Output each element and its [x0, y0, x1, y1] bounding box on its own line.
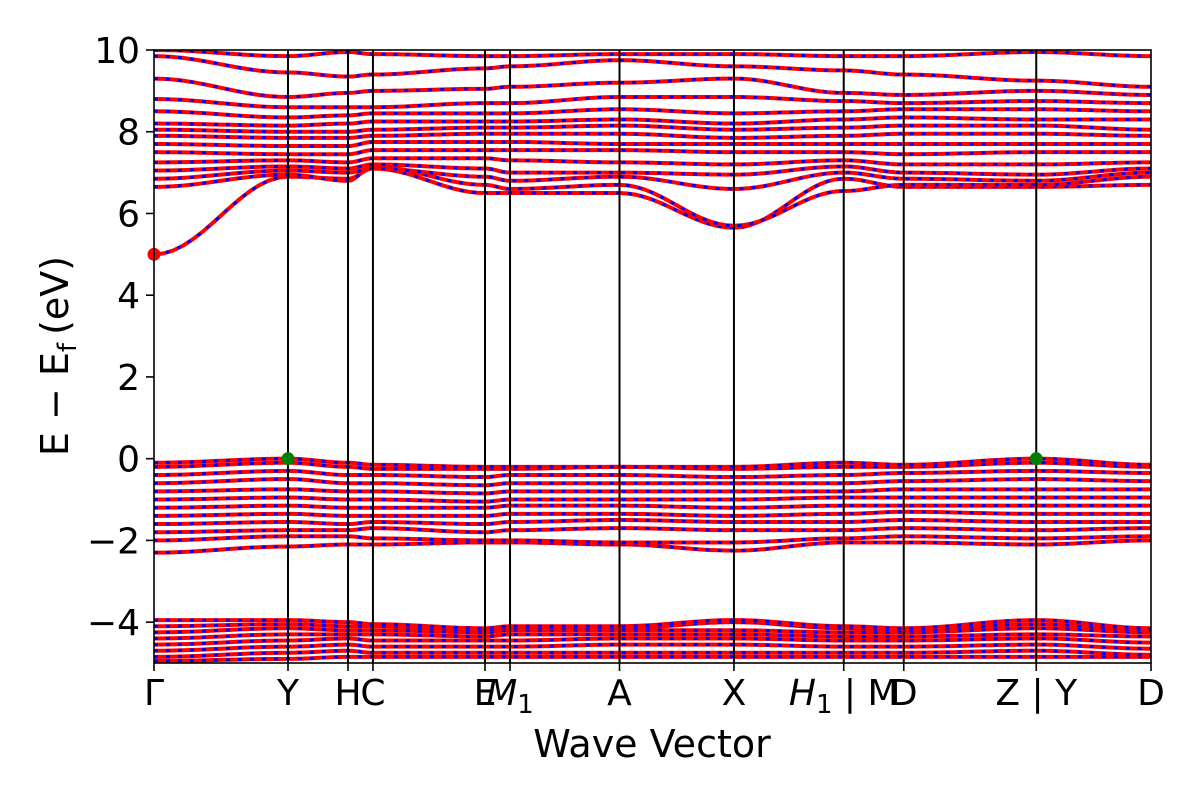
x-tick-label-1: Y [276, 673, 300, 714]
y-axis-label-unit: (eV) [33, 256, 77, 335]
y-axis-label: E − Ef (eV) [33, 256, 83, 456]
band-valence-6-spin-down [154, 504, 1151, 510]
y-tick-label-1: −2 [87, 521, 140, 562]
x-axis-label: Wave Vector [533, 722, 771, 766]
band-valence-low-2-spin-down [154, 649, 1151, 659]
band-valence-low-3-spin-down [154, 643, 1151, 653]
y-tick-label-7: 10 [94, 31, 140, 72]
x-tick-label-5-main: M [486, 673, 517, 714]
y-axis-label-subscript: f [53, 342, 83, 352]
band-conduction-2-spin-down [154, 164, 1151, 228]
x-tick-label-11: D [1137, 673, 1165, 714]
y-tick-label-0: −4 [87, 603, 140, 644]
band-conduction-12-spin-down [154, 95, 1151, 109]
band-valence-8-spin-down [154, 487, 1151, 495]
x-tick-label-5: M1 [486, 673, 534, 720]
band-conduction-9-spin-down [154, 124, 1151, 134]
band-valence-low-6-spin-down [154, 626, 1151, 634]
bands-layer [154, 50, 1151, 663]
band-valence-2-spin-down [154, 534, 1151, 544]
x-tick-label-9: D [890, 673, 918, 714]
band-valence-10-spin-down [154, 469, 1151, 479]
high-symmetry-lines [286, 50, 1038, 663]
x-tick-label-8-main: H [789, 673, 816, 714]
valence-band-maximum-1-marker [281, 452, 295, 466]
band-conduction-7-spin-down [154, 140, 1151, 148]
band-valence-3-spin-down [154, 526, 1151, 534]
y-axis-ticks: −4 −2 0 2 4 6 8 10 [87, 31, 154, 644]
band-valence-5-spin-down [154, 510, 1151, 518]
band-valence-7-spin-down [154, 495, 1151, 504]
x-tick-label-7: X [722, 673, 747, 714]
band-valence-low-7-spin-down [154, 620, 1151, 632]
band-valence-low-1-spin-down [154, 655, 1151, 663]
x-tick-label-8-sub: 1 [816, 690, 833, 720]
band-valence-4-spin-down [154, 518, 1151, 526]
band-conduction-4-spin-down [154, 162, 1151, 177]
x-tick-label-6: A [607, 673, 632, 714]
band-valence-low-4-spin-down [154, 636, 1151, 647]
plot-background [154, 50, 1151, 663]
x-tick-label-3: C [360, 673, 385, 714]
band-valence-low-8-spin-down [154, 618, 1151, 630]
y-tick-label-5: 6 [117, 194, 140, 235]
y-tick-label-2: 0 [117, 440, 140, 481]
y-tick-label-6: 8 [117, 113, 140, 154]
valence-band-maximum-2-marker [1029, 452, 1043, 466]
band-conduction-14-spin-up [154, 54, 1151, 89]
band-conduction-10-spin-down [154, 115, 1151, 128]
y-axis-label-main: E − E [33, 352, 77, 456]
y-tick-label-4: 4 [117, 276, 140, 317]
y-tick-label-3: 2 [117, 358, 140, 399]
band-valence-6-spin-up [154, 503, 1151, 510]
x-tick-label-2: H [334, 673, 361, 714]
x-tick-label-10: Z | Y [995, 673, 1078, 714]
band-conduction-5-spin-down [154, 156, 1151, 166]
band-valence-top-spin-down [154, 457, 1151, 469]
band-valence-9-spin-down [154, 477, 1151, 487]
band-conduction-8-spin-down [154, 132, 1151, 140]
band-conduction-13-spin-up [154, 76, 1151, 99]
band-valence-5-spin-up [154, 509, 1151, 518]
x-tick-label-4: E [474, 673, 497, 714]
band-extrema-markers [147, 247, 1043, 466]
band-conduction-3-spin-up [154, 166, 1151, 191]
x-tick-label-5-sub: 1 [517, 690, 534, 720]
plot-frame [153, 49, 1152, 664]
x-tick-label-8: H1 | M [789, 673, 899, 720]
band-valence-low-5-spin-down [154, 632, 1151, 640]
x-tick-label-8-tail: | M [832, 673, 898, 714]
band-valence-1-spin-down [154, 538, 1151, 555]
band-conduction-6-spin-down [154, 148, 1151, 156]
band-conduction-11-spin-down [154, 107, 1151, 119]
band-conduction-15-spin-down [154, 50, 1151, 58]
x-tick-label-0: Γ [144, 673, 164, 714]
